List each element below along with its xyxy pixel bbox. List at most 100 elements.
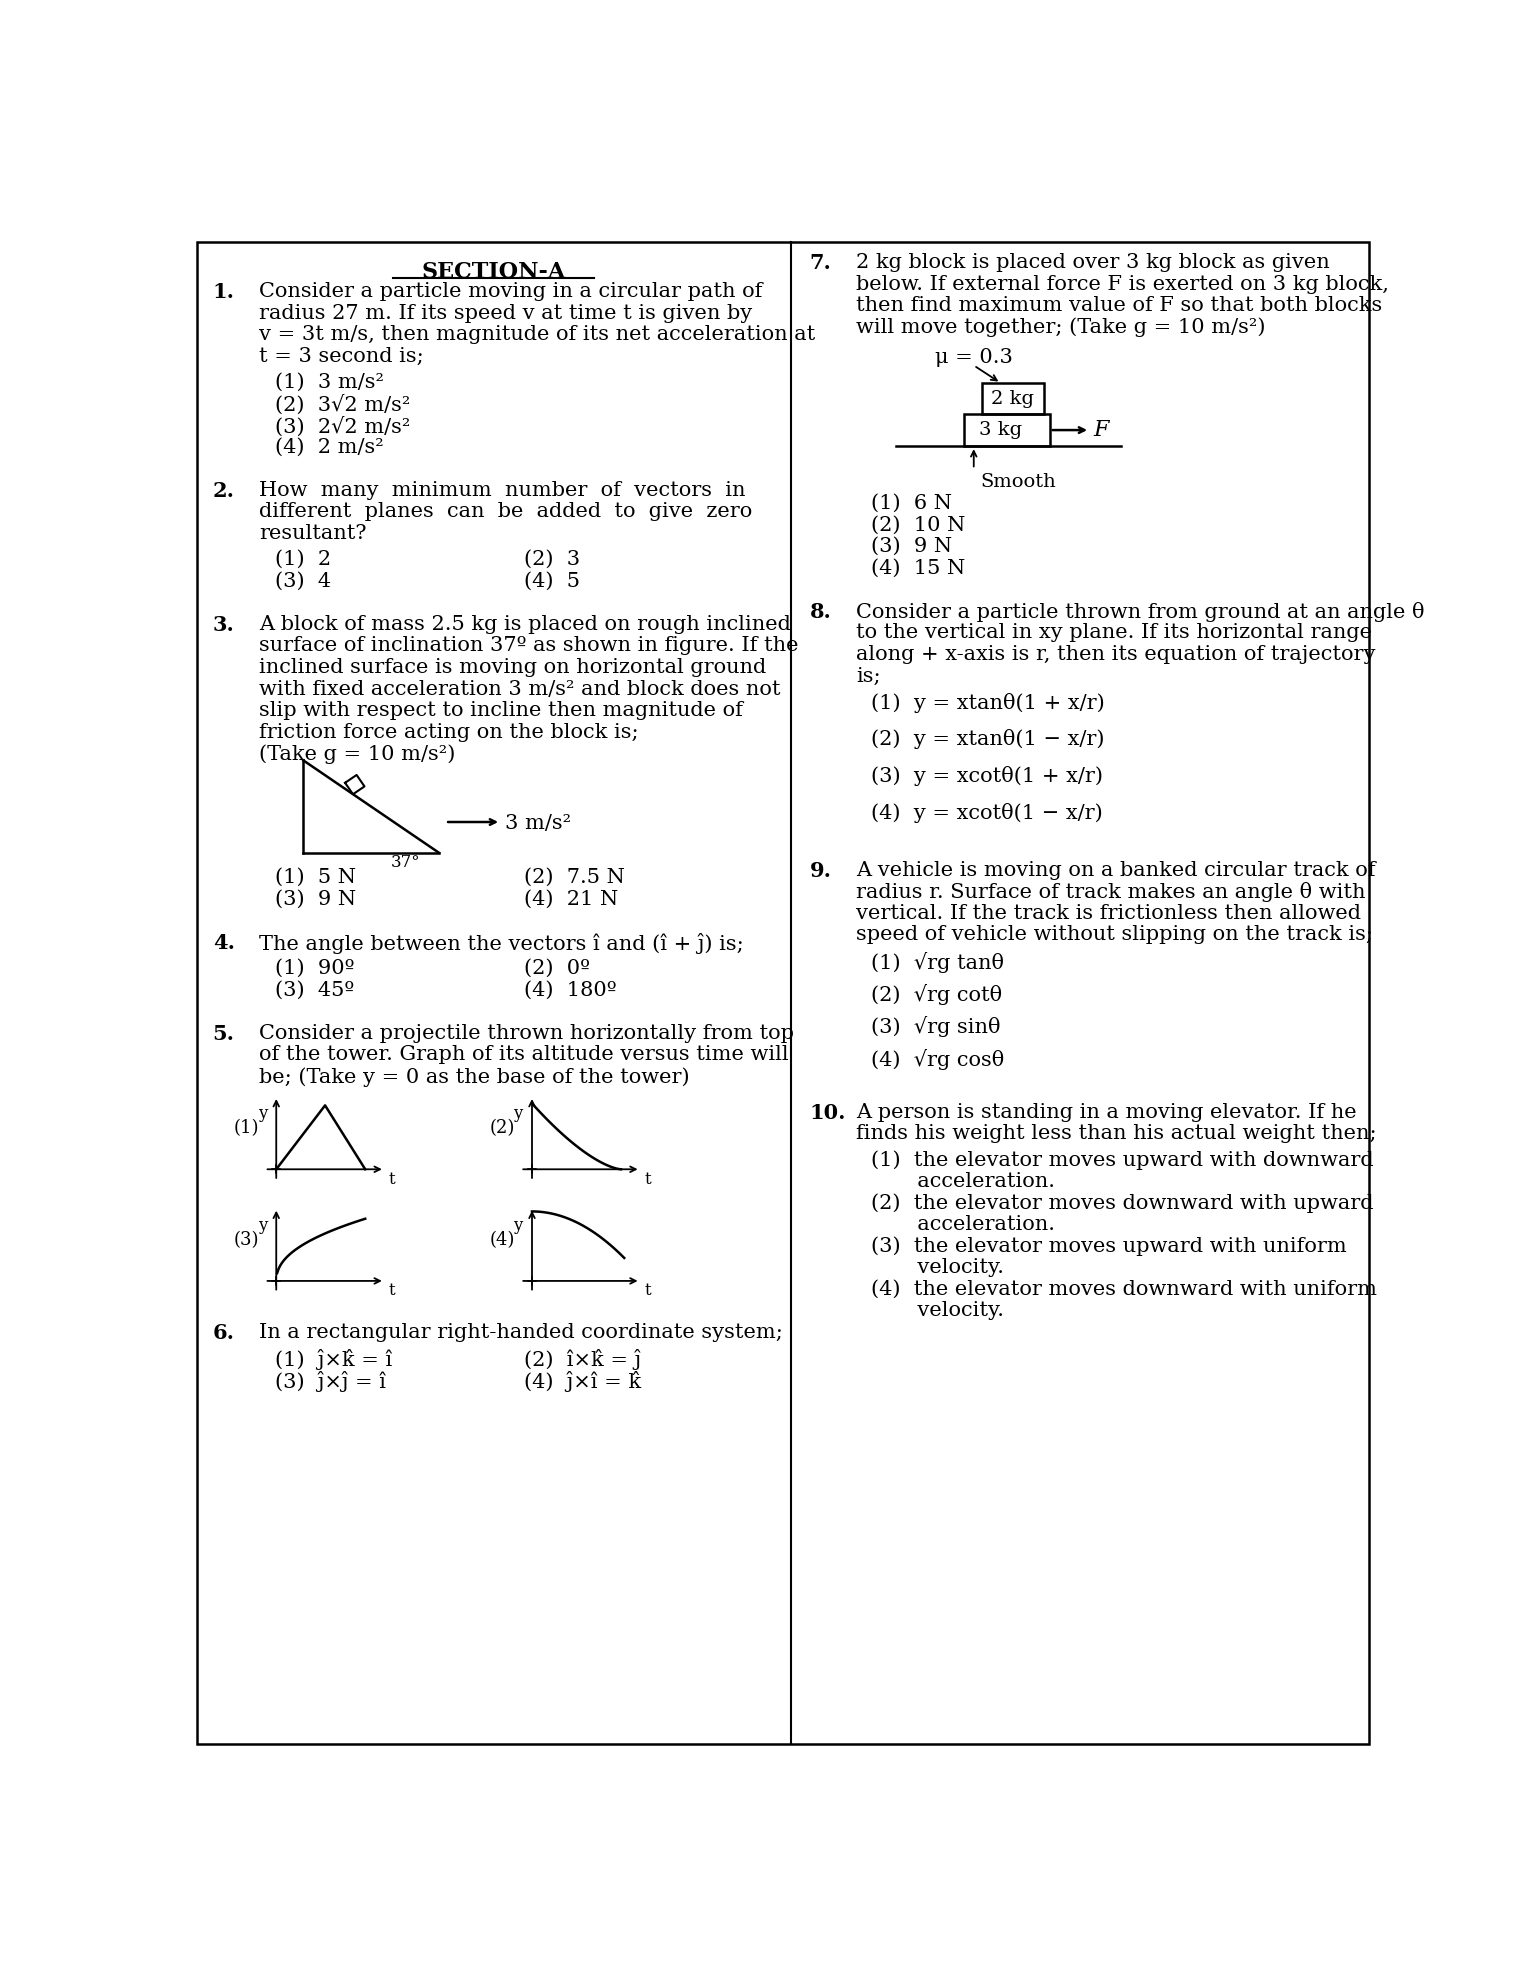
Text: be; (Take y = 0 as the base of the tower): be; (Take y = 0 as the base of the tower… — [260, 1066, 689, 1086]
Text: 5.: 5. — [212, 1023, 235, 1044]
Text: Consider a projectile thrown horizontally from top: Consider a projectile thrown horizontall… — [260, 1023, 795, 1043]
Text: F: F — [1093, 419, 1109, 441]
Text: different  planes  can  be  added  to  give  zero: different planes can be added to give ze… — [260, 502, 752, 521]
Text: (2)  0º: (2) 0º — [524, 960, 590, 978]
Text: Consider a particle thrown from ground at an angle θ: Consider a particle thrown from ground a… — [856, 602, 1424, 622]
Text: (4)  5: (4) 5 — [524, 572, 581, 590]
Text: 37°: 37° — [391, 854, 420, 871]
Text: (1)  2: (1) 2 — [275, 551, 332, 568]
Text: of the tower. Graph of its altitude versus time will: of the tower. Graph of its altitude vers… — [260, 1044, 788, 1064]
Text: (2)  3: (2) 3 — [524, 551, 581, 568]
Text: velocity.: velocity. — [871, 1302, 1004, 1320]
Bar — [981, 384, 1044, 413]
Text: (4)  21 N: (4) 21 N — [524, 889, 619, 909]
Text: t = 3 second is;: t = 3 second is; — [260, 346, 423, 366]
Text: How  many  minimum  number  of  vectors  in: How many minimum number of vectors in — [260, 480, 746, 500]
Text: (Take g = 10 m/s²): (Take g = 10 m/s²) — [260, 744, 455, 763]
Text: (4)  ĵ×î = k̂: (4) ĵ×î = k̂ — [524, 1371, 642, 1393]
Text: (3)  45º: (3) 45º — [275, 982, 354, 999]
Text: SECTION-A: SECTION-A — [422, 262, 565, 283]
Text: 2 kg block is placed over 3 kg block as given: 2 kg block is placed over 3 kg block as … — [856, 254, 1329, 271]
Text: 10.: 10. — [810, 1103, 847, 1123]
Text: (3)  4: (3) 4 — [275, 572, 332, 590]
Text: is;: is; — [856, 667, 880, 685]
Text: t: t — [645, 1170, 651, 1188]
Text: t: t — [388, 1282, 396, 1300]
Text: (2)  î×k̂ = ĵ: (2) î×k̂ = ĵ — [524, 1349, 642, 1371]
Text: (1)  y = xtanθ(1 + x/r): (1) y = xtanθ(1 + x/r) — [871, 692, 1105, 712]
Text: (2)  y = xtanθ(1 − x/r): (2) y = xtanθ(1 − x/r) — [871, 730, 1105, 749]
Text: acceleration.: acceleration. — [871, 1216, 1056, 1233]
Text: (3)  y = xcotθ(1 + x/r): (3) y = xcotθ(1 + x/r) — [871, 765, 1103, 787]
Text: (3): (3) — [234, 1231, 260, 1249]
Text: slip with respect to incline then magnitude of: slip with respect to incline then magnit… — [260, 700, 743, 720]
Text: 3 m/s²: 3 m/s² — [504, 814, 571, 834]
Text: (2)  the elevator moves downward with upward: (2) the elevator moves downward with upw… — [871, 1194, 1374, 1214]
Text: radius r. Surface of track makes an angle θ with: radius r. Surface of track makes an angl… — [856, 883, 1366, 903]
Text: (3)  the elevator moves upward with uniform: (3) the elevator moves upward with unifo… — [871, 1237, 1348, 1257]
Text: inclined surface is moving on horizontal ground: inclined surface is moving on horizontal… — [260, 659, 767, 677]
Text: μ = 0.3: μ = 0.3 — [935, 348, 1013, 368]
Text: vertical. If the track is frictionless then allowed: vertical. If the track is frictionless t… — [856, 905, 1361, 923]
Text: with fixed acceleration 3 m/s² and block does not: with fixed acceleration 3 m/s² and block… — [260, 679, 781, 698]
Text: 2.: 2. — [212, 480, 235, 502]
Text: (1)  6 N: (1) 6 N — [871, 494, 952, 513]
Text: velocity.: velocity. — [871, 1259, 1004, 1277]
Text: A vehicle is moving on a banked circular track of: A vehicle is moving on a banked circular… — [856, 862, 1375, 879]
Bar — [964, 413, 1050, 447]
Text: 9.: 9. — [810, 862, 831, 881]
Text: 7.: 7. — [810, 254, 831, 273]
Text: 2 kg: 2 kg — [992, 389, 1034, 407]
Text: (1): (1) — [234, 1119, 260, 1137]
Text: (4)  180º: (4) 180º — [524, 982, 617, 999]
Text: (3)  9 N: (3) 9 N — [275, 889, 356, 909]
Text: The angle between the vectors î and (î + ĵ) is;: The angle between the vectors î and (î +… — [260, 932, 744, 954]
Text: (4)  15 N: (4) 15 N — [871, 559, 966, 578]
Text: (4)  y = xcotθ(1 − x/r): (4) y = xcotθ(1 − x/r) — [871, 803, 1103, 822]
Text: to the vertical in xy plane. If its horizontal range: to the vertical in xy plane. If its hori… — [856, 624, 1372, 643]
Text: (4): (4) — [489, 1231, 515, 1249]
Text: y: y — [258, 1218, 267, 1233]
Text: finds his weight less than his actual weight then;: finds his weight less than his actual we… — [856, 1125, 1377, 1143]
Text: (3)  √rg sinθ: (3) √rg sinθ — [871, 1017, 1001, 1037]
Text: (2)  10 N: (2) 10 N — [871, 515, 966, 535]
Text: A block of mass 2.5 kg is placed on rough inclined: A block of mass 2.5 kg is placed on roug… — [260, 616, 792, 633]
Text: friction force acting on the block is;: friction force acting on the block is; — [260, 722, 639, 742]
Text: y: y — [258, 1105, 267, 1123]
Text: along + x-axis is r, then its equation of trajectory: along + x-axis is r, then its equation o… — [856, 645, 1375, 665]
Text: below. If external force F is exerted on 3 kg block,: below. If external force F is exerted on… — [856, 275, 1389, 293]
Text: (1)  ĵ×k̂ = î: (1) ĵ×k̂ = î — [275, 1349, 393, 1371]
Text: (4)  √rg cosθ: (4) √rg cosθ — [871, 1048, 1005, 1070]
Text: (2)  3√2 m/s²: (2) 3√2 m/s² — [275, 395, 410, 415]
Text: (1)  90º: (1) 90º — [275, 960, 354, 978]
Text: t: t — [388, 1170, 396, 1188]
Text: surface of inclination 37º as shown in figure. If the: surface of inclination 37º as shown in f… — [260, 637, 799, 655]
Text: (1)  √rg tanθ: (1) √rg tanθ — [871, 952, 1004, 972]
Text: (1)  3 m/s²: (1) 3 m/s² — [275, 374, 384, 391]
Text: A person is standing in a moving elevator. If he: A person is standing in a moving elevato… — [856, 1103, 1357, 1121]
Text: 6.: 6. — [212, 1324, 235, 1343]
Text: t: t — [645, 1282, 651, 1300]
Text: Consider a particle moving in a circular path of: Consider a particle moving in a circular… — [260, 281, 762, 301]
Text: radius 27 m. If its speed v at time t is given by: radius 27 m. If its speed v at time t is… — [260, 303, 752, 323]
Text: (1)  5 N: (1) 5 N — [275, 867, 356, 887]
Text: (2)  √rg cotθ: (2) √rg cotθ — [871, 984, 1002, 1005]
Text: Smooth: Smooth — [979, 474, 1056, 492]
Text: In a rectangular right-handed coordinate system;: In a rectangular right-handed coordinate… — [260, 1324, 782, 1341]
Text: acceleration.: acceleration. — [871, 1172, 1056, 1190]
Text: y: y — [513, 1105, 523, 1123]
Text: 3 kg: 3 kg — [979, 421, 1022, 439]
Text: 3.: 3. — [212, 616, 235, 635]
Text: (4)  the elevator moves downward with uniform: (4) the elevator moves downward with uni… — [871, 1281, 1377, 1298]
Text: 8.: 8. — [810, 602, 831, 622]
Text: 4.: 4. — [212, 932, 235, 952]
Text: (4)  2 m/s²: (4) 2 m/s² — [275, 439, 384, 456]
Text: then find maximum value of F so that both blocks: then find maximum value of F so that bot… — [856, 297, 1383, 315]
Text: (3)  ĵ×ĵ = î: (3) ĵ×ĵ = î — [275, 1371, 385, 1393]
Text: (3)  2√2 m/s²: (3) 2√2 m/s² — [275, 417, 410, 437]
Text: 1.: 1. — [212, 281, 235, 303]
Text: will move together; (Take g = 10 m/s²): will move together; (Take g = 10 m/s²) — [856, 317, 1265, 336]
Text: speed of vehicle without slipping on the track is;: speed of vehicle without slipping on the… — [856, 926, 1374, 944]
Text: y: y — [513, 1218, 523, 1233]
Text: (3)  9 N: (3) 9 N — [871, 537, 952, 557]
